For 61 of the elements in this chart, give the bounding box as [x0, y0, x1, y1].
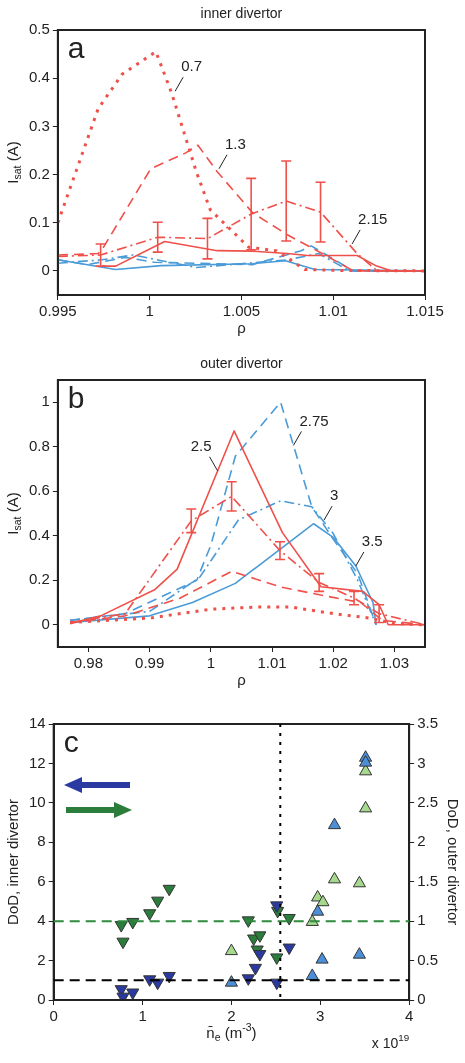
y2-axis-title: DoD, outer divertor — [444, 798, 462, 926]
annotation: 2.5 — [190, 436, 212, 454]
y2-tick-label: 1.5 — [417, 871, 439, 889]
x-tick-label: 1.01 — [257, 654, 287, 672]
y-tick-label: 0.5 — [28, 20, 50, 38]
y-tick-label: 0.4 — [28, 68, 50, 86]
x-tick-label: 1 — [138, 1007, 147, 1025]
annotation: 2.75 — [299, 411, 329, 429]
x-tick-label: 0.995 — [39, 302, 77, 320]
y2-tick-label: 0.5 — [417, 950, 439, 968]
y-tick-label: 0.3 — [28, 116, 50, 134]
y2-tick-label: 1 — [417, 911, 426, 929]
y-tick-label: 12 — [29, 753, 46, 771]
y-tick-label: 0 — [37, 990, 46, 1008]
y-tick-label: 10 — [29, 793, 46, 810]
x-tick-label: 1.015 — [406, 302, 444, 320]
annotation: b — [67, 381, 85, 415]
y2-tick-label: 3.5 — [417, 714, 439, 732]
y-tick-label: 0 — [41, 614, 50, 632]
x-tick-label: 1.02 — [318, 654, 348, 672]
y-tick-label: 4 — [37, 911, 46, 929]
x-tick-label: 3 — [316, 1007, 325, 1025]
chart-title: inner divertor — [200, 4, 283, 21]
x-tick-label: 1.005 — [222, 302, 261, 320]
x-axis-title: ρ — [237, 319, 246, 337]
y2-tick-label: 2 — [417, 832, 426, 850]
y2-tick-label: 2.5 — [417, 793, 439, 810]
x-axis-title: ρ — [237, 671, 246, 689]
annotation: 0.7 — [181, 57, 203, 75]
y2-tick-label: 0 — [417, 990, 426, 1008]
y-tick-label: 1 — [41, 392, 50, 410]
y-tick-label: 0.4 — [28, 525, 50, 543]
y-tick-label: 0.2 — [28, 164, 50, 182]
chart-title: outer divertor — [200, 354, 284, 371]
y-axis-title: Isat (A) — [4, 492, 24, 535]
y2-tick-label: 3 — [417, 753, 426, 771]
x-tick-label: 1 — [206, 654, 215, 672]
annotation: 1.3 — [225, 134, 246, 152]
x-tick-label: 1.03 — [379, 654, 410, 672]
x-tick-label: 2 — [227, 1007, 236, 1025]
x-tick-label: 4 — [404, 1007, 414, 1025]
x-tick-label: 0.98 — [73, 654, 104, 672]
y-tick-label: 0.2 — [28, 570, 50, 588]
annotation: 2.15 — [358, 210, 388, 228]
annotation: a — [67, 31, 85, 65]
y-axis-title: Isat (A) — [4, 141, 24, 184]
annotation: 3 — [330, 486, 339, 504]
y-tick-label: 0.8 — [28, 436, 50, 454]
x-tick-label: 1 — [145, 302, 154, 320]
y-tick-label: 14 — [29, 714, 46, 732]
y-tick-label: 0 — [41, 261, 50, 279]
y-tick-label: 0.6 — [28, 481, 50, 499]
x-tick-label: 1.01 — [318, 302, 348, 320]
y-tick-label: 6 — [37, 871, 46, 889]
y-tick-label: 2 — [37, 950, 46, 968]
y-axis-title: DoD, inner divertor — [4, 799, 22, 925]
y-tick-label: 8 — [37, 832, 46, 850]
annotation: c — [63, 725, 79, 759]
x-tick-label: 0.99 — [135, 654, 165, 672]
annotation: 3.5 — [361, 532, 383, 550]
y-tick-label: 0.1 — [28, 212, 50, 230]
